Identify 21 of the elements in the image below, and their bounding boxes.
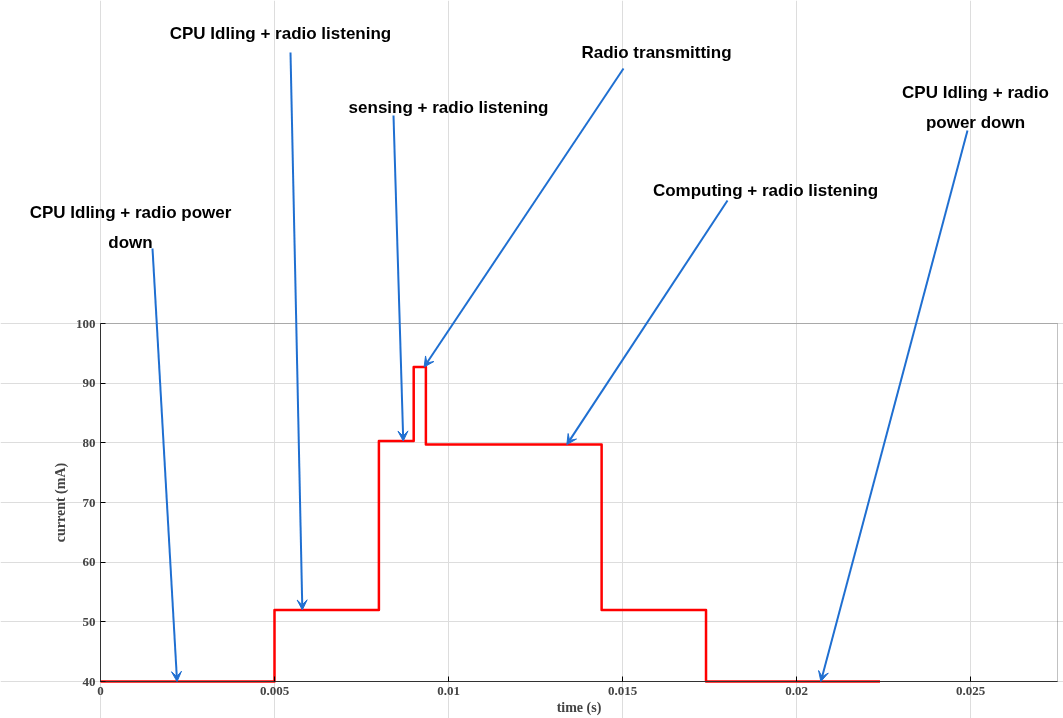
x-tick-label: 0.01 bbox=[437, 682, 460, 698]
annotation: Radio transmitting bbox=[581, 43, 732, 62]
x-tick-label: 0.005 bbox=[259, 682, 290, 698]
x-tick-label: 0.025 bbox=[955, 682, 986, 698]
annotation: CPU Idling + radio power down bbox=[29, 203, 232, 252]
x-tick-label: 0.015 bbox=[607, 682, 638, 698]
y-tick-label: 40 bbox=[82, 673, 96, 689]
y-tick-label: 60 bbox=[82, 554, 96, 570]
x-axis-title: time (s) bbox=[556, 699, 602, 716]
y-tick-label: 70 bbox=[82, 494, 96, 510]
annotation: sensing + radio listening bbox=[348, 98, 549, 117]
y-tick-label: 90 bbox=[82, 375, 96, 391]
y-axis-title: current (mA) bbox=[53, 462, 69, 543]
annotation: Computing + radio listening bbox=[652, 181, 879, 200]
y-tick-label: 80 bbox=[82, 434, 96, 450]
x-tick-label: 0 bbox=[97, 682, 104, 698]
y-tick-label: 50 bbox=[82, 613, 96, 629]
annotation: CPU Idling + radio power down bbox=[902, 83, 1049, 132]
y-tick-label: 100 bbox=[76, 315, 96, 331]
x-tick-label: 0.02 bbox=[785, 682, 808, 698]
annotation: CPU Idling + radio listening bbox=[169, 24, 392, 43]
